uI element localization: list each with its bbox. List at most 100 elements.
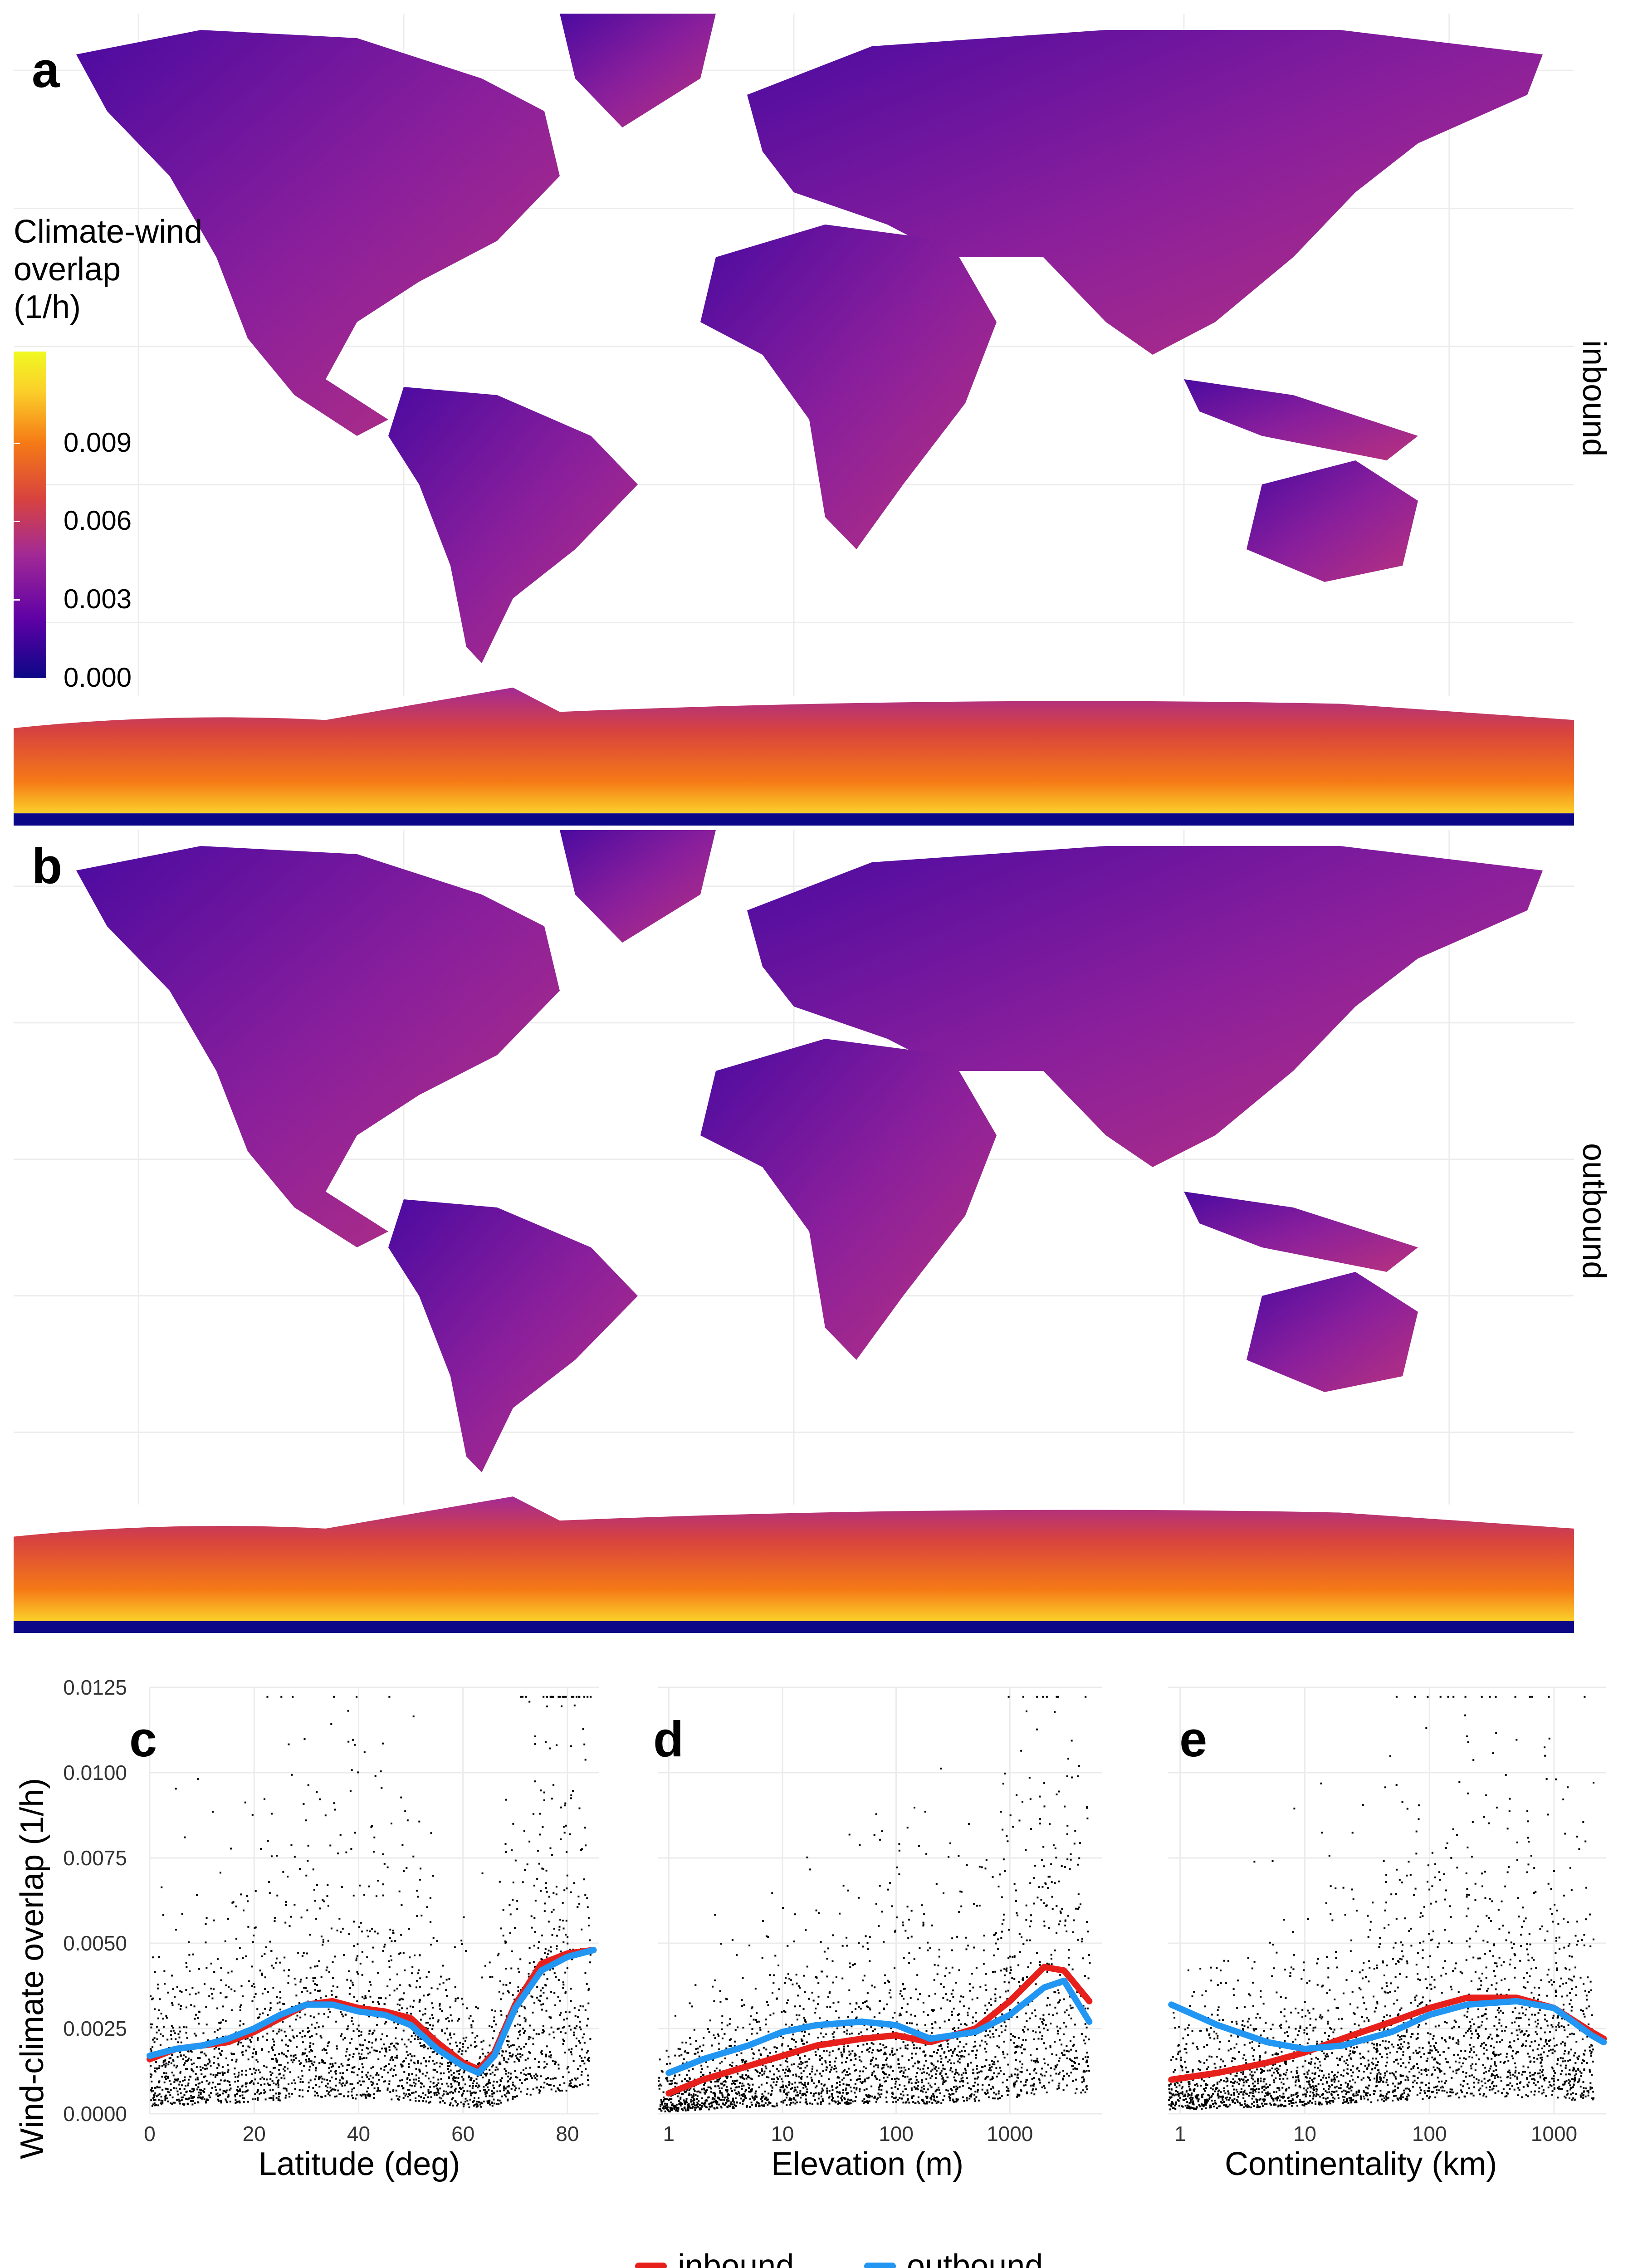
data-point [322, 2060, 324, 2063]
data-point [772, 2012, 775, 2014]
data-point [174, 1996, 176, 1998]
data-point [798, 2014, 801, 2017]
data-point [831, 2033, 834, 2035]
data-point [288, 1975, 290, 1977]
data-point [800, 2082, 802, 2084]
data-point [1006, 2086, 1008, 2088]
data-point [333, 2088, 335, 2091]
data-point [1078, 1906, 1081, 1909]
data-point [1047, 2063, 1049, 2066]
data-point [536, 1996, 538, 1999]
data-point [436, 2071, 439, 2073]
data-point [398, 1999, 401, 2001]
data-point [863, 2089, 865, 2091]
data-point [967, 2011, 969, 2014]
data-point [757, 2102, 759, 2104]
data-point [993, 2097, 996, 2100]
data-point [545, 1882, 548, 1884]
data-point [573, 2027, 576, 2029]
antarctica-shape [14, 1496, 1574, 1621]
data-point [458, 2084, 460, 2086]
data-point [486, 2100, 489, 2102]
data-point [580, 1849, 582, 1851]
data-point [162, 2060, 165, 2062]
data-point [290, 2059, 293, 2061]
data-point [347, 2025, 349, 2028]
data-point [554, 2004, 557, 2006]
data-point [1015, 2051, 1017, 2053]
data-point [563, 1696, 565, 1698]
data-point [227, 1918, 229, 1920]
data-point [925, 2091, 927, 2093]
data-point [948, 2019, 950, 2021]
data-point [211, 2087, 213, 2089]
data-point [399, 2004, 401, 2006]
data-point [456, 2070, 458, 2072]
data-point [939, 2073, 941, 2075]
data-point [784, 2060, 787, 2062]
data-point [415, 2097, 417, 2099]
data-point [820, 1941, 822, 1943]
data-point [962, 1996, 964, 1998]
data-point [949, 1971, 951, 1974]
data-point [302, 2081, 304, 2083]
data-point [241, 2052, 243, 2053]
data-point [480, 2074, 482, 2076]
data-point [291, 2082, 293, 2084]
data-point [430, 1944, 432, 1945]
data-point [338, 1917, 341, 1920]
data-point [720, 2106, 722, 2108]
data-point [503, 2089, 505, 2092]
data-point [176, 2065, 178, 2067]
data-point [483, 2086, 485, 2088]
data-point [808, 1998, 810, 2000]
data-point [150, 2099, 152, 2102]
data-point [966, 2099, 968, 2102]
data-point [973, 1946, 975, 1949]
data-point [818, 2093, 820, 2096]
data-point [534, 1780, 536, 1783]
data-point [767, 2098, 769, 2101]
data-point [1069, 2004, 1071, 2007]
data-point [934, 1993, 936, 1995]
data-point [1048, 2082, 1050, 2084]
data-point [264, 2008, 266, 2010]
data-point [447, 2062, 449, 2064]
data-point [1027, 1966, 1029, 1968]
data-point [811, 2068, 813, 2070]
data-point [970, 2096, 973, 2098]
data-point [1026, 1939, 1028, 1941]
data-point [785, 2024, 787, 2026]
data-point [388, 2063, 390, 2065]
data-point [367, 2087, 369, 2089]
data-point [804, 2061, 807, 2063]
data-point [194, 2018, 196, 2020]
data-point [340, 2035, 342, 2037]
data-point [1001, 2095, 1003, 2097]
y-tick-label: 0.0075 [63, 1846, 127, 1870]
data-point [540, 1958, 543, 1960]
data-point [1042, 2023, 1044, 2025]
data-point [911, 2097, 913, 2099]
data-point [902, 1921, 904, 1924]
data-point [1030, 2054, 1032, 2056]
data-point [188, 1954, 191, 1956]
data-point [973, 2085, 975, 2087]
data-point [1000, 1970, 1002, 1972]
data-point [502, 1909, 504, 1911]
data-point [684, 2106, 686, 2108]
data-point [383, 1862, 386, 1865]
data-point [310, 2060, 313, 2063]
data-point [541, 1867, 543, 1870]
data-point [484, 2093, 487, 2095]
data-point [326, 2090, 328, 2092]
data-point [739, 2077, 742, 2079]
data-point [1082, 2076, 1084, 2078]
data-point [540, 1989, 542, 1992]
data-point [945, 1993, 947, 1995]
data-point [160, 2013, 162, 2015]
data-point [433, 2051, 435, 2053]
data-point [507, 2043, 509, 2046]
data-point [180, 2092, 182, 2094]
data-point [664, 2110, 666, 2112]
